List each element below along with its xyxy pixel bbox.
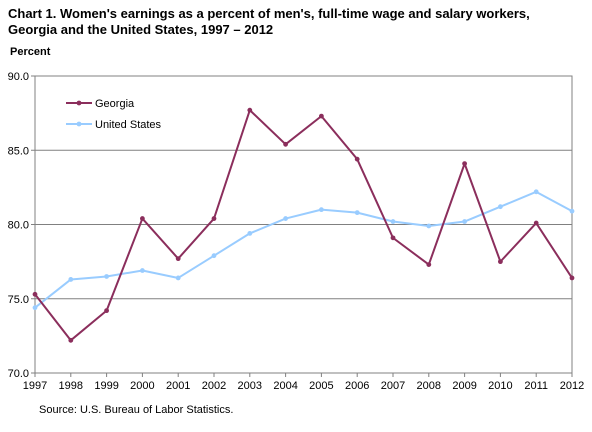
data-point-georgia <box>533 220 539 226</box>
y-tick-label: 75.0 <box>8 294 29 306</box>
x-tick-label: 1997 <box>23 380 47 392</box>
y-tick-label: 85.0 <box>8 145 29 157</box>
data-point-georgia <box>283 141 288 147</box>
data-point-united-states <box>533 189 539 195</box>
data-point-georgia <box>247 107 253 113</box>
data-point-georgia <box>569 275 575 281</box>
data-point-united-states <box>426 223 432 229</box>
x-tick-label: 2000 <box>130 380 154 392</box>
data-point-georgia <box>354 156 360 162</box>
x-tick-label: 2004 <box>273 380 297 392</box>
x-tick-label: 2011 <box>524 380 548 392</box>
x-tick-label: 2002 <box>202 380 226 392</box>
y-tick-label: 70.0 <box>8 368 29 380</box>
data-point-united-states <box>390 219 396 224</box>
data-point-united-states <box>104 274 109 279</box>
data-point-united-states <box>175 275 181 281</box>
legend-marker-united-states <box>76 121 82 127</box>
data-point-georgia <box>211 216 217 221</box>
series-line-georgia <box>34 109 573 342</box>
x-tick-label: 2007 <box>381 380 405 392</box>
data-point-united-states <box>354 210 360 216</box>
series-layer <box>32 107 575 343</box>
legend-label-georgia: Georgia <box>95 98 135 110</box>
data-point-united-states <box>462 219 467 224</box>
legend: Georgia United States <box>66 98 162 131</box>
data-point-united-states <box>498 204 503 210</box>
data-point-georgia <box>390 235 396 241</box>
source-note: Source: U.S. Bureau of Labor Statistics. <box>39 404 234 416</box>
data-point-united-states <box>569 208 575 214</box>
y-axis-ticks: 70.0 75.0 80.0 85.0 90.0 <box>8 71 35 380</box>
x-tick-label: 2010 <box>488 380 512 392</box>
y-axis-label: Percent <box>10 46 51 58</box>
chart-title-line1: Chart 1. Women's earnings as a percent o… <box>8 6 530 21</box>
x-tick-label: 1998 <box>59 380 83 392</box>
x-tick-label: 2009 <box>452 380 476 392</box>
data-point-united-states <box>32 305 38 311</box>
x-tick-label: 1999 <box>94 380 118 392</box>
x-axis-ticks: 1997 1998 1999 2000 2001 2002 2003 2004 2005 2006… <box>23 373 584 392</box>
x-tick-label: 2012 <box>560 380 584 392</box>
y-tick-label: 80.0 <box>8 220 29 232</box>
gridlines <box>35 149 572 300</box>
data-point-georgia <box>140 216 145 221</box>
legend-marker-georgia <box>76 100 82 106</box>
data-point-united-states <box>140 268 145 273</box>
data-point-georgia <box>319 113 324 119</box>
data-point-georgia <box>462 161 467 167</box>
data-point-united-states <box>247 231 253 236</box>
data-point-georgia <box>175 256 181 262</box>
x-tick-label: 2008 <box>417 380 441 392</box>
chart-title-line2: Georgia and the United States, 1997 – 20… <box>8 22 274 37</box>
x-tick-label: 2003 <box>238 380 262 392</box>
data-point-united-states <box>68 277 74 282</box>
legend-label-united-states: United States <box>95 119 162 131</box>
x-tick-label: 2006 <box>345 380 369 392</box>
data-point-georgia <box>498 259 503 265</box>
data-point-georgia <box>68 337 74 343</box>
data-point-united-states <box>211 253 217 259</box>
data-point-georgia <box>32 291 38 297</box>
y-tick-label: 90.0 <box>8 71 29 83</box>
x-tick-label: 2005 <box>309 380 333 392</box>
data-point-united-states <box>283 216 288 221</box>
data-point-georgia <box>104 308 109 314</box>
data-point-georgia <box>426 262 432 267</box>
data-point-united-states <box>319 207 324 213</box>
x-tick-label: 2001 <box>166 380 190 392</box>
chart-title: Chart 1. Women's earnings as a percent o… <box>8 6 586 38</box>
